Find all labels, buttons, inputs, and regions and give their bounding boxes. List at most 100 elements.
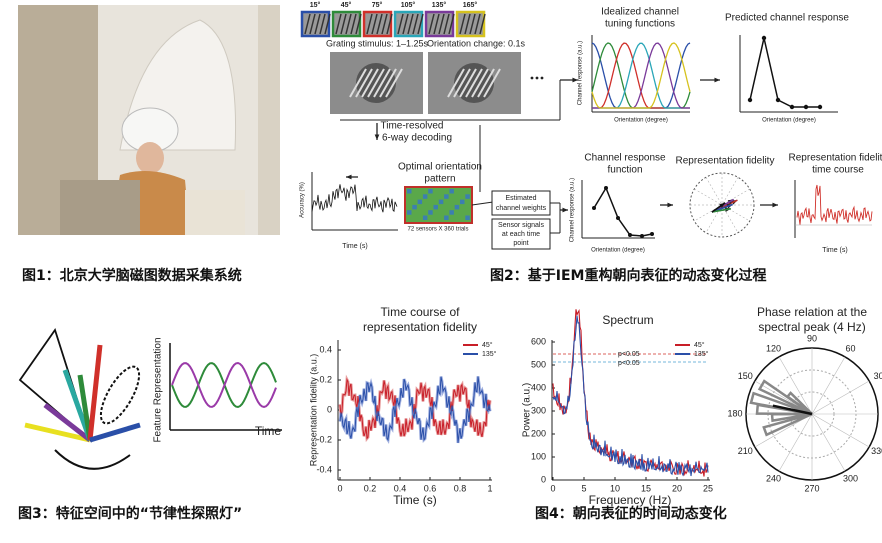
label: representation fidelity (363, 320, 477, 334)
line (319, 13, 326, 35)
weight-cell (412, 204, 417, 210)
point (592, 206, 596, 210)
label: 45° (482, 341, 493, 349)
line (350, 13, 357, 35)
caption: 图2：基于IEM重构朝向表征的动态变化过程 (490, 267, 766, 284)
line (366, 13, 373, 35)
label: Idealized channel (601, 7, 679, 18)
line (345, 13, 352, 35)
line (474, 13, 481, 35)
line (385, 68, 403, 98)
label: Orientation (degree) (762, 118, 816, 124)
line (459, 68, 477, 98)
label: 120 (766, 343, 781, 353)
label: -0.2 (316, 434, 332, 444)
weight-cell (438, 199, 444, 205)
line (314, 13, 321, 35)
label: Feature Representation (153, 337, 164, 442)
line (381, 13, 388, 35)
line (379, 68, 397, 98)
line (324, 13, 331, 35)
rotation-arrow (54, 449, 131, 470)
weight-cell (444, 215, 449, 220)
searchlight-beam (43, 403, 92, 442)
label: Optimal orientation (398, 162, 482, 173)
label: p<0.05 (618, 360, 640, 367)
line (355, 13, 362, 35)
label: Channel response (a.u.) (578, 41, 584, 105)
line (367, 68, 385, 98)
label: Time (s) (393, 493, 437, 507)
spotlight (99, 365, 141, 425)
line (811, 413, 870, 448)
label: Channel response (a.u.) (570, 178, 576, 242)
line (397, 13, 404, 35)
line (483, 68, 501, 98)
label: 135° (694, 350, 709, 358)
weight-cell (422, 194, 428, 199)
label: Predicted channel response (725, 13, 849, 24)
weight-cell (417, 199, 423, 205)
arrow-head (667, 202, 673, 208)
label: 200 (531, 428, 546, 438)
line (386, 13, 393, 35)
label: Time (s) (342, 243, 367, 250)
trace (591, 42, 691, 109)
label: 20 (672, 483, 682, 493)
label: 240 (766, 473, 781, 483)
line (453, 68, 471, 98)
line (349, 68, 367, 98)
line (443, 13, 450, 35)
line (811, 356, 846, 415)
label: 165° (463, 1, 478, 9)
rose-petal (770, 412, 813, 423)
vector (711, 202, 726, 213)
label: 6-way decoding (382, 133, 452, 144)
weight-cell (422, 215, 428, 220)
line (428, 13, 435, 35)
point (817, 104, 823, 110)
point (803, 104, 809, 110)
weight-cell (433, 204, 438, 210)
caption: 图4：朝向表征的时间动态变化 (535, 505, 727, 522)
line (477, 68, 495, 98)
line (471, 68, 489, 98)
label: Time (s) (822, 247, 847, 254)
label: Time (255, 424, 282, 438)
line (407, 13, 414, 35)
weight-cell (465, 194, 470, 199)
label: Estimated (505, 195, 536, 202)
figure-2: 15° 45° 75° 105° 135° 165° Grating stimulus: 1… (300, 1, 882, 254)
weight-cell (449, 189, 454, 194)
line (340, 13, 347, 35)
line (778, 356, 813, 415)
label: 72 sensors X 360 trials (407, 227, 468, 233)
label: 210 (738, 446, 753, 456)
label: Time-resolved (381, 121, 444, 132)
line (402, 13, 409, 35)
line (469, 13, 476, 35)
weight-cell (444, 194, 449, 199)
line (464, 13, 471, 35)
line (811, 413, 846, 472)
line (448, 13, 455, 35)
weight-cell (460, 199, 465, 205)
point (775, 97, 781, 103)
point (747, 97, 753, 103)
line (361, 68, 379, 98)
weight-cell (428, 210, 433, 215)
point (604, 186, 608, 190)
label: 45° (694, 341, 705, 349)
label: function (607, 165, 642, 176)
label: 0 (327, 404, 332, 414)
label: 270 (804, 483, 819, 493)
rose-petal (762, 412, 813, 437)
label: 500 (531, 359, 546, 369)
label: 100 (531, 451, 546, 461)
label: 0.4 (319, 344, 332, 354)
label: 105° (401, 1, 416, 9)
label: 15° (310, 1, 321, 9)
figure-3: Feature Representation Time (18, 327, 282, 470)
line (373, 68, 391, 98)
